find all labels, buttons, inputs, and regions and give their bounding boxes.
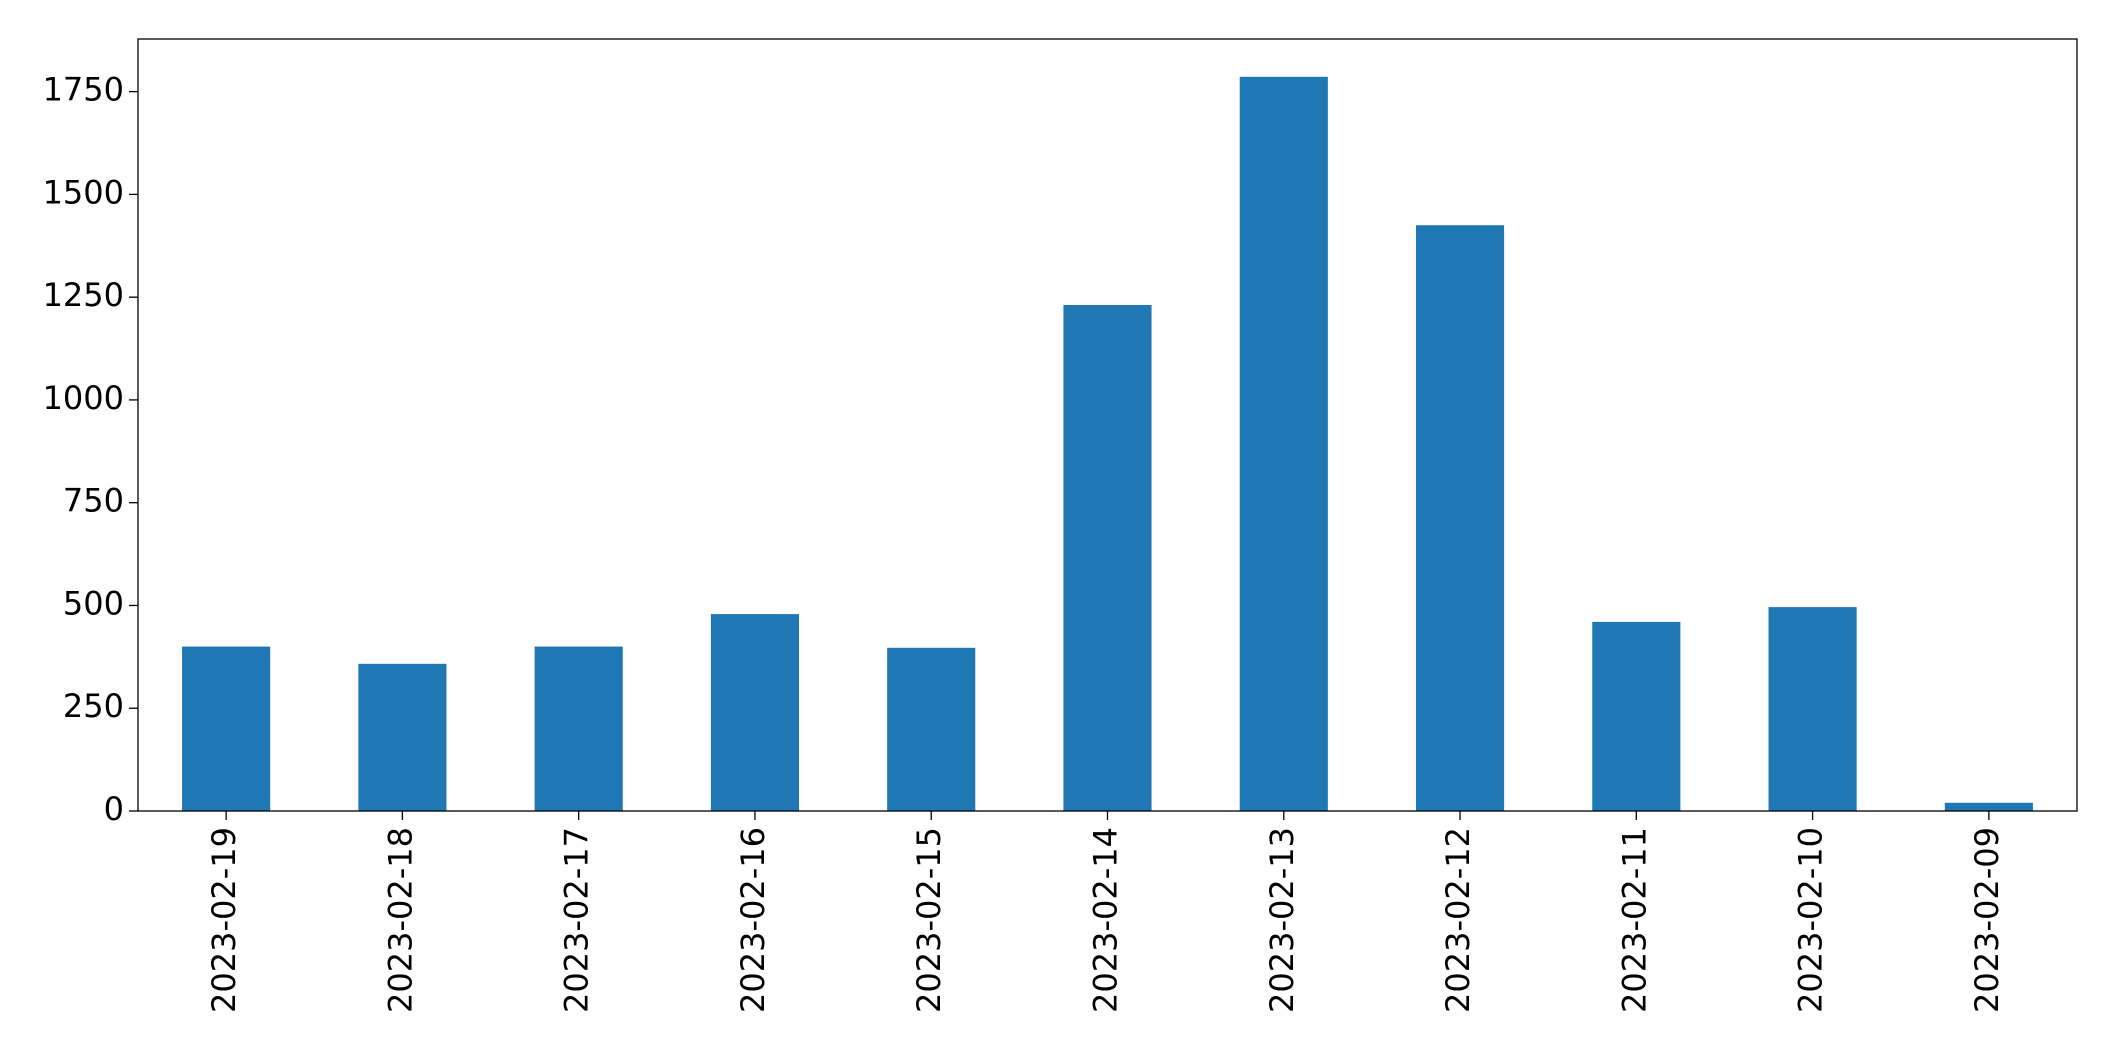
bar — [1415, 225, 1505, 811]
x-tick-label: 2023-02-17 — [558, 827, 596, 1013]
bar — [710, 614, 800, 811]
bar — [534, 646, 623, 811]
x-tick-label: 2023-02-11 — [1615, 827, 1653, 1013]
bar — [1944, 802, 2033, 811]
bar — [1063, 304, 1152, 811]
y-tick-label: 1000 — [43, 379, 124, 417]
x-tick-label: 2023-02-09 — [1968, 827, 2006, 1013]
x-tick-label: 2023-02-12 — [1439, 827, 1477, 1013]
bar — [1592, 621, 1681, 811]
x-tick-label: 2023-02-18 — [381, 827, 419, 1013]
plot-frame — [137, 38, 2078, 812]
x-tick-label: 2023-02-13 — [1263, 827, 1301, 1013]
bar — [1239, 76, 1328, 811]
bar — [182, 646, 271, 811]
y-tick-label: 750 — [63, 482, 124, 520]
y-tick-label: 1250 — [43, 276, 124, 314]
bar — [358, 663, 447, 811]
bar — [1768, 607, 1857, 811]
x-tick-label: 2023-02-16 — [734, 827, 772, 1013]
y-tick-label: 0 — [104, 790, 124, 828]
y-tick-label: 1500 — [43, 173, 124, 211]
y-tick-label: 500 — [63, 584, 124, 622]
bar — [887, 647, 976, 811]
y-tick-label: 250 — [63, 687, 124, 725]
y-tick-label: 1750 — [43, 71, 124, 109]
x-tick-label: 2023-02-14 — [1087, 827, 1125, 1013]
x-tick-label: 2023-02-10 — [1792, 827, 1830, 1013]
x-tick-label: 2023-02-15 — [910, 827, 948, 1013]
x-tick-label: 2023-02-19 — [205, 827, 243, 1013]
